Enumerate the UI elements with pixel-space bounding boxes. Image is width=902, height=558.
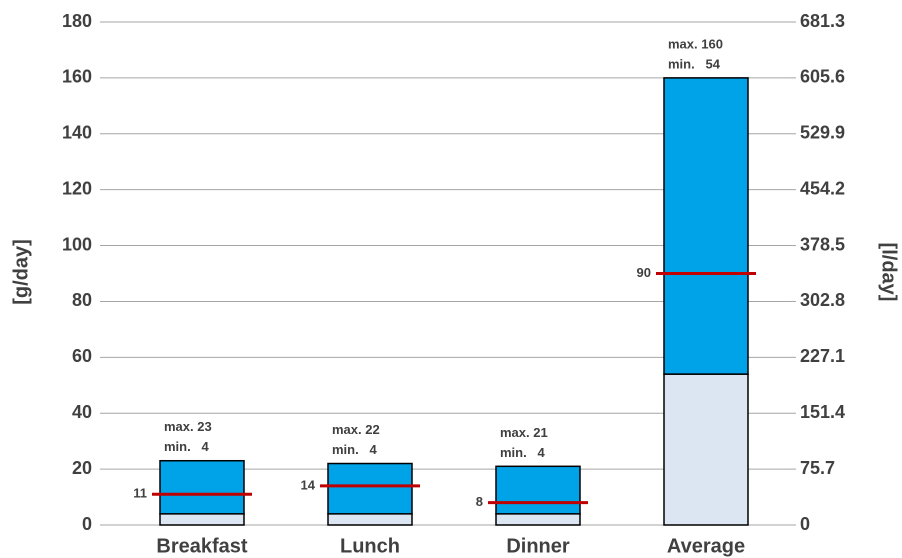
mean-label: 11: [133, 486, 147, 501]
max-label: max. 21: [500, 425, 548, 440]
y-tick-label: 60: [72, 346, 92, 366]
x-tick-label: Average: [667, 535, 745, 557]
y-tick-label: 0: [82, 514, 92, 534]
x-tick-label: Lunch: [340, 535, 400, 557]
bar-min: [159, 513, 245, 526]
y-tick-label: 20: [72, 458, 92, 478]
bar-min: [495, 513, 581, 526]
min-label: min. 4: [500, 445, 546, 460]
max-label: max. 23: [164, 419, 212, 434]
max-label: max. 22: [332, 422, 380, 437]
mean-label: 8: [476, 494, 483, 509]
min-label: min. 4: [164, 439, 210, 454]
y2-axis-label: [l/day]: [878, 243, 900, 302]
y2-tick-label: 227.1: [800, 346, 845, 366]
max-label: max. 160: [668, 36, 723, 51]
mean-label: 90: [637, 265, 651, 280]
y2-tick-label: 605.6: [800, 67, 845, 87]
min-label: min. 54: [668, 56, 721, 71]
y-tick-label: 100: [62, 234, 92, 254]
y-tick-label: 140: [62, 123, 92, 143]
bar-range: [663, 77, 749, 375]
x-tick-label: Dinner: [506, 535, 570, 557]
y2-tick-label: 378.5: [800, 234, 845, 254]
bar-range: [327, 462, 413, 515]
y2-tick-label: 151.4: [800, 402, 845, 422]
mean-label: 14: [301, 477, 316, 492]
y-tick-label: 80: [72, 290, 92, 310]
y2-tick-label: 454.2: [800, 178, 845, 198]
y2-tick-label: 529.9: [800, 123, 845, 143]
y-tick-label: 120: [62, 178, 92, 198]
y2-tick-label: 302.8: [800, 290, 845, 310]
bar-range: [495, 465, 581, 515]
y2-tick-label: 0: [800, 514, 810, 534]
min-label: min. 4: [332, 442, 378, 457]
y-tick-label: 180: [62, 11, 92, 31]
y2-tick-label: 75.7: [800, 458, 835, 478]
y-tick-label: 40: [72, 402, 92, 422]
bar-min: [327, 513, 413, 526]
x-tick-label: Breakfast: [156, 535, 248, 557]
y-axis-label: [g/day]: [10, 239, 32, 305]
y-tick-label: 160: [62, 67, 92, 87]
bar-range: [159, 459, 245, 515]
y2-tick-label: 681.3: [800, 11, 845, 31]
bar-min: [663, 373, 749, 526]
